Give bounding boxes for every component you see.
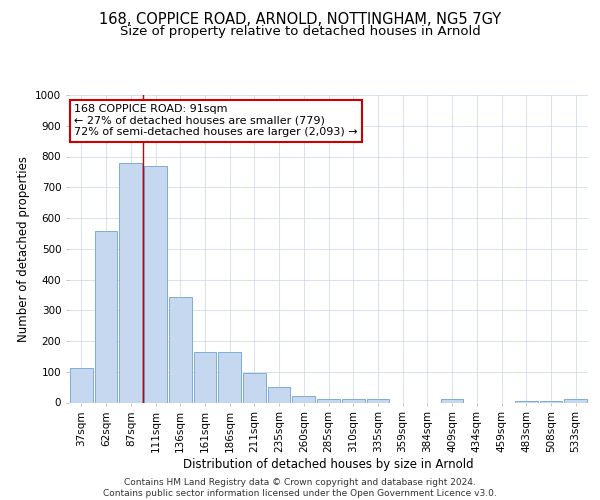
Bar bbox=[292, 396, 315, 402]
Bar bbox=[218, 352, 241, 403]
Bar bbox=[342, 400, 365, 402]
Bar bbox=[169, 297, 191, 403]
Text: 168, COPPICE ROAD, ARNOLD, NOTTINGHAM, NG5 7GY: 168, COPPICE ROAD, ARNOLD, NOTTINGHAM, N… bbox=[99, 12, 501, 28]
X-axis label: Distribution of detached houses by size in Arnold: Distribution of detached houses by size … bbox=[183, 458, 474, 471]
Text: Size of property relative to detached houses in Arnold: Size of property relative to detached ho… bbox=[119, 25, 481, 38]
Y-axis label: Number of detached properties: Number of detached properties bbox=[17, 156, 29, 342]
Bar bbox=[441, 400, 463, 402]
Bar bbox=[268, 387, 290, 402]
Bar bbox=[95, 231, 118, 402]
Bar bbox=[194, 352, 216, 403]
Bar bbox=[144, 166, 167, 402]
Text: Contains HM Land Registry data © Crown copyright and database right 2024.
Contai: Contains HM Land Registry data © Crown c… bbox=[103, 478, 497, 498]
Bar bbox=[317, 398, 340, 402]
Bar bbox=[70, 368, 93, 402]
Bar bbox=[367, 400, 389, 402]
Bar bbox=[243, 373, 266, 402]
Bar bbox=[119, 163, 142, 402]
Bar bbox=[564, 400, 587, 402]
Bar bbox=[539, 401, 562, 402]
Bar bbox=[515, 401, 538, 402]
Text: 168 COPPICE ROAD: 91sqm
← 27% of detached houses are smaller (779)
72% of semi-d: 168 COPPICE ROAD: 91sqm ← 27% of detache… bbox=[74, 104, 358, 138]
